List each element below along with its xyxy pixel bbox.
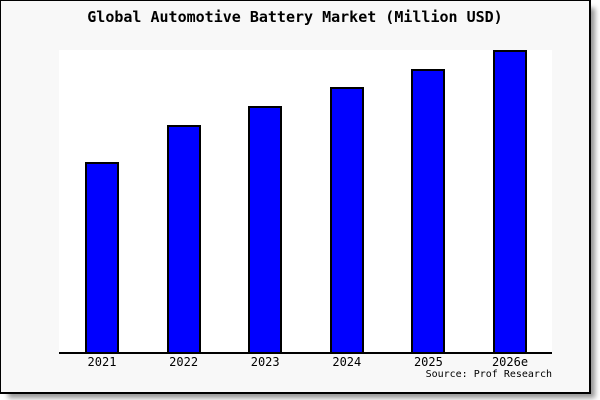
x-tick-label-2026e: 2026e <box>491 355 529 369</box>
bar-2025 <box>411 69 446 352</box>
bar-2022 <box>166 125 201 352</box>
bar-2023 <box>248 106 283 352</box>
x-tick-label-2023: 2023 <box>250 355 280 369</box>
chart-title: Global Automotive Battery Market (Millio… <box>87 8 503 26</box>
x-tick-label-2022: 2022 <box>169 355 199 369</box>
source-attribution: Source: Prof Research <box>425 369 552 380</box>
bar-2021 <box>85 162 119 352</box>
x-tick-label-2021: 2021 <box>87 355 117 369</box>
x-tick-label-2025: 2025 <box>413 355 443 369</box>
x-tick-label-2024: 2024 <box>332 355 362 369</box>
x-axis-labels: 2021 2022 2023 2024 2025 2026e <box>59 355 552 371</box>
bar-2026e <box>493 50 527 352</box>
bar-2024 <box>329 87 364 352</box>
chart-figure: Global Automotive Battery Market (Millio… <box>0 0 591 394</box>
plot-area <box>59 50 552 354</box>
